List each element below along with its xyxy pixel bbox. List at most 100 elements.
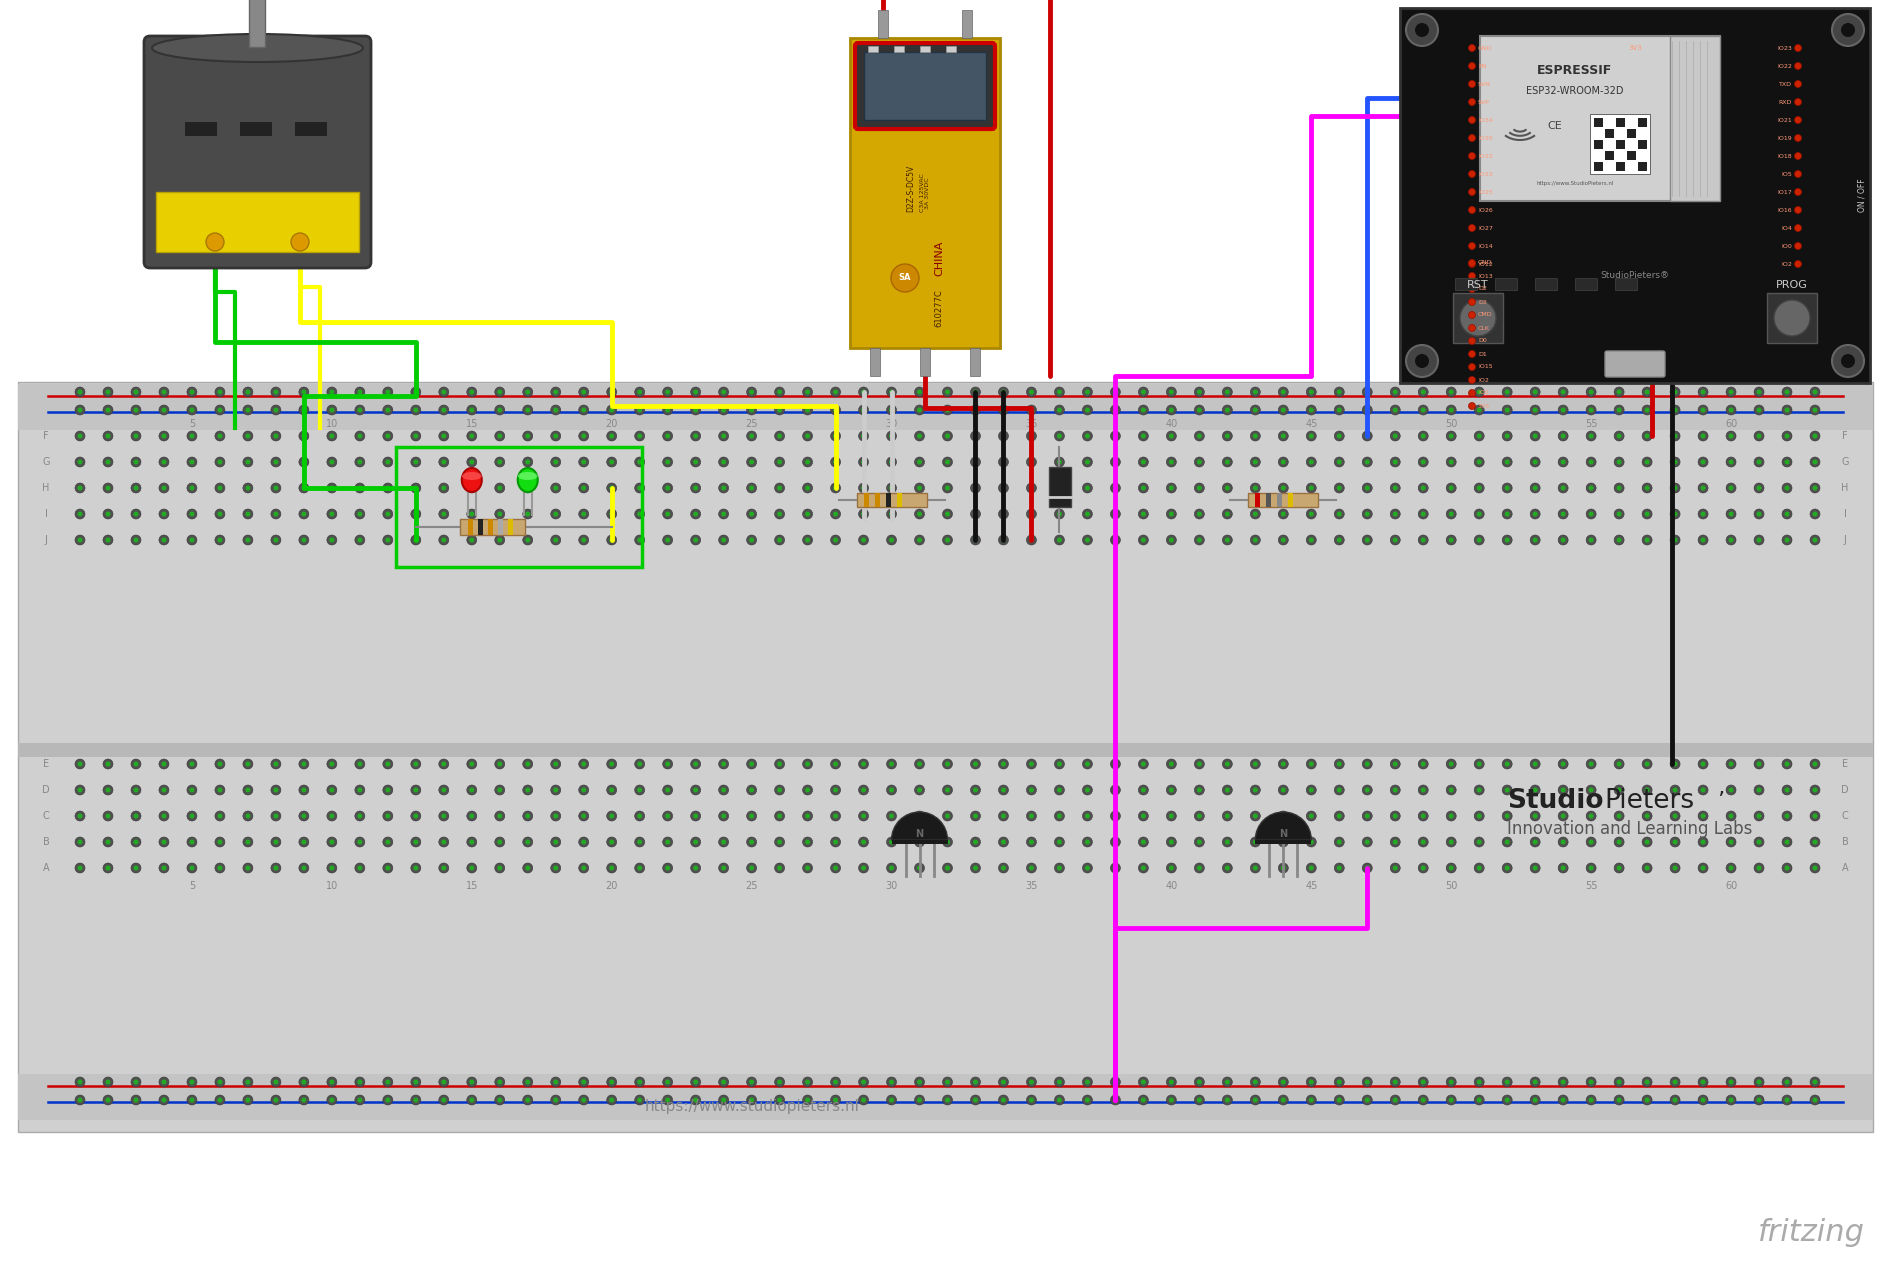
Bar (892, 840, 946, 845)
Circle shape (298, 404, 308, 415)
Circle shape (1755, 814, 1761, 818)
Circle shape (357, 840, 363, 845)
Circle shape (1615, 840, 1621, 845)
Circle shape (385, 459, 391, 464)
Circle shape (1812, 865, 1817, 870)
Circle shape (1056, 389, 1062, 394)
Circle shape (1781, 457, 1791, 467)
Circle shape (774, 536, 784, 544)
Circle shape (858, 1077, 869, 1088)
Circle shape (582, 1098, 586, 1103)
Text: D1: D1 (1477, 351, 1487, 356)
Circle shape (102, 387, 113, 397)
Circle shape (525, 434, 531, 439)
Circle shape (1672, 389, 1677, 394)
Circle shape (1137, 759, 1149, 770)
Circle shape (438, 536, 448, 544)
Circle shape (689, 431, 701, 441)
Circle shape (693, 1080, 697, 1085)
Circle shape (215, 457, 225, 467)
Circle shape (1613, 1077, 1623, 1088)
Circle shape (1449, 486, 1453, 491)
Text: IO0: IO0 (1477, 391, 1489, 396)
Circle shape (1449, 538, 1453, 542)
Circle shape (663, 483, 672, 494)
Circle shape (440, 407, 446, 412)
Circle shape (969, 404, 980, 415)
Circle shape (1224, 787, 1230, 792)
Circle shape (410, 862, 421, 873)
Circle shape (693, 459, 697, 464)
Bar (1048, 467, 1071, 508)
Circle shape (1028, 1098, 1033, 1103)
Circle shape (77, 1080, 83, 1085)
Circle shape (1793, 261, 1800, 267)
Circle shape (997, 536, 1009, 544)
Circle shape (355, 483, 365, 494)
Circle shape (1390, 457, 1400, 467)
Circle shape (916, 434, 922, 439)
Circle shape (270, 759, 281, 770)
Circle shape (553, 459, 557, 464)
Circle shape (1421, 762, 1424, 767)
Circle shape (1473, 785, 1483, 795)
Circle shape (1137, 404, 1149, 415)
Circle shape (943, 862, 952, 873)
Circle shape (1056, 434, 1062, 439)
Circle shape (1334, 404, 1343, 415)
Circle shape (1137, 812, 1149, 820)
Circle shape (722, 486, 725, 491)
Circle shape (1334, 457, 1343, 467)
Circle shape (1196, 389, 1201, 394)
Circle shape (1277, 509, 1288, 519)
Circle shape (1224, 511, 1230, 516)
Circle shape (1728, 434, 1732, 439)
Circle shape (467, 1077, 476, 1088)
Circle shape (582, 840, 586, 845)
Circle shape (1137, 862, 1149, 873)
Circle shape (440, 538, 446, 542)
Circle shape (1362, 812, 1371, 820)
Circle shape (1473, 759, 1483, 770)
Circle shape (523, 431, 533, 441)
Text: CE: CE (1547, 121, 1562, 131)
Circle shape (748, 840, 754, 845)
Circle shape (1084, 486, 1090, 491)
Circle shape (1755, 865, 1761, 870)
Circle shape (774, 457, 784, 467)
Circle shape (748, 486, 754, 491)
Circle shape (1672, 1098, 1677, 1103)
Circle shape (1449, 1080, 1453, 1085)
Circle shape (298, 759, 308, 770)
Circle shape (1810, 536, 1819, 544)
Circle shape (746, 862, 756, 873)
Circle shape (803, 1077, 812, 1088)
Circle shape (1251, 837, 1260, 847)
Circle shape (327, 404, 336, 415)
Circle shape (943, 536, 952, 544)
Circle shape (1252, 486, 1258, 491)
Text: 25: 25 (744, 418, 757, 429)
Circle shape (187, 837, 196, 847)
Circle shape (1532, 787, 1538, 792)
Circle shape (161, 1098, 166, 1103)
Circle shape (718, 483, 729, 494)
Circle shape (1026, 404, 1035, 415)
Circle shape (383, 536, 393, 544)
Text: https://www.StudioPieters.nl: https://www.StudioPieters.nl (1536, 182, 1613, 187)
Circle shape (383, 1077, 393, 1088)
Circle shape (467, 1095, 476, 1105)
Circle shape (1137, 536, 1149, 544)
Circle shape (1812, 459, 1817, 464)
Bar (1613, 279, 1636, 290)
Circle shape (300, 511, 306, 516)
Circle shape (1696, 431, 1708, 441)
Circle shape (274, 814, 278, 818)
Text: B: B (1840, 837, 1847, 847)
Circle shape (467, 862, 476, 873)
Circle shape (1812, 389, 1817, 394)
Circle shape (973, 840, 977, 845)
Circle shape (1502, 1077, 1511, 1088)
Circle shape (973, 814, 977, 818)
Circle shape (776, 407, 782, 412)
